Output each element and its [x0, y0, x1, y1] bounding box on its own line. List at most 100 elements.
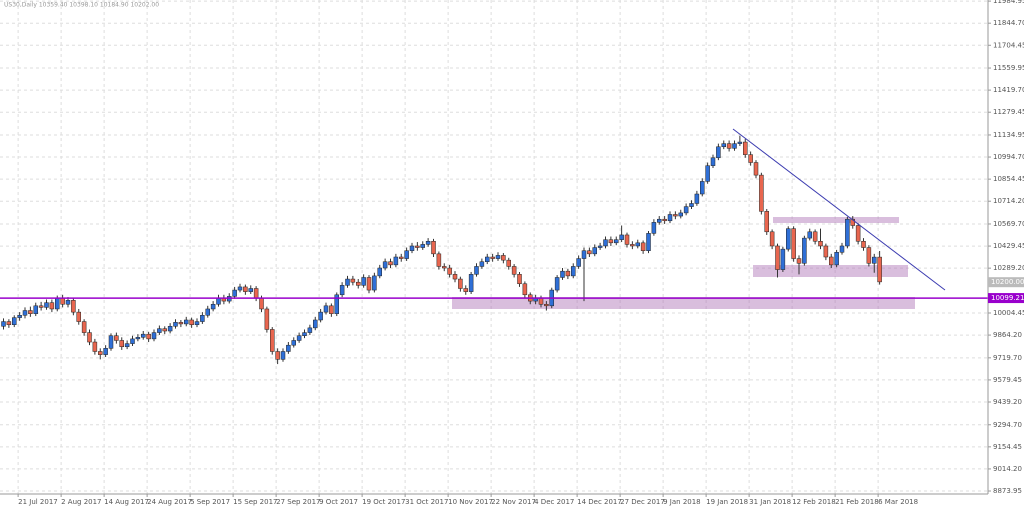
x-tick-label: 10 Nov 2017 [448, 498, 493, 506]
candle-body [630, 244, 635, 247]
y-tick-label: 11844.70 [993, 19, 1024, 27]
y-tick-label: 10004.45 [993, 309, 1024, 317]
candle-body [28, 310, 33, 314]
y-tick-label: 9154.45 [993, 443, 1022, 451]
candle-body [829, 256, 834, 266]
candle-body [614, 239, 619, 244]
y-tick-label: 10289.20 [993, 264, 1024, 272]
candle-body [823, 245, 829, 258]
price-label: 10200.00 [991, 278, 1024, 286]
candle-body [474, 266, 479, 275]
candle-body [318, 311, 323, 321]
candle-body [65, 300, 71, 305]
candle-body [366, 277, 372, 291]
candle-body [296, 335, 302, 341]
candle-body [683, 206, 689, 214]
candle-body [38, 305, 44, 308]
candle-body [646, 233, 651, 251]
x-tick-label: 5 Sep 2017 [190, 498, 230, 506]
candle-body [603, 239, 608, 247]
candle-body [802, 237, 807, 264]
candle-body [705, 165, 710, 182]
candle-body [640, 242, 646, 251]
candle-body [232, 289, 237, 297]
candle-body [264, 308, 270, 330]
candle-body [490, 256, 495, 259]
candle-body [587, 250, 592, 255]
candle-body [662, 218, 667, 222]
x-tick-label: 31 Jan 2018 [749, 498, 791, 506]
candle-body [307, 327, 313, 333]
y-tick-label: 10994.70 [993, 153, 1024, 161]
candle-body [420, 244, 425, 248]
candle-body [146, 333, 151, 340]
candle-body [167, 326, 173, 332]
candle-body [726, 143, 732, 149]
candle-body [775, 245, 780, 270]
candle-body [673, 214, 678, 217]
x-tick-label: 14 Aug 2017 [104, 498, 149, 506]
range-low-zone [753, 265, 908, 277]
candle-body [135, 337, 141, 340]
candle-body [253, 288, 259, 299]
x-tick-label: 19 Jan 2018 [706, 498, 748, 506]
candle-body [248, 288, 253, 292]
candle-body [329, 305, 334, 314]
candle-body [452, 274, 458, 280]
x-tick-label: 22 Nov 2017 [491, 498, 536, 506]
candle-body [877, 256, 882, 283]
candle-body [162, 328, 167, 332]
candle-body [399, 256, 404, 259]
candle-body [291, 340, 296, 346]
x-tick-label: 9 Jan 2018 [663, 498, 701, 506]
candle-body [98, 351, 103, 355]
y-tick-label: 10429.45 [993, 242, 1024, 250]
candle-body [845, 218, 850, 247]
candle-body [425, 241, 431, 245]
candle-body [323, 305, 329, 313]
annotation-layer [452, 217, 915, 309]
candle-body [22, 310, 28, 316]
candle-body [855, 225, 861, 242]
candle-body [92, 341, 98, 352]
candle-body [114, 335, 119, 341]
support-zone [452, 297, 915, 309]
candle-body [44, 302, 49, 308]
candle-body [571, 266, 576, 277]
trend-line [732, 128, 946, 291]
y-tick-label: 9719.70 [993, 354, 1022, 362]
candle-body [237, 286, 243, 291]
candle-body [667, 214, 673, 222]
candle-body [12, 317, 17, 325]
candle-body [130, 338, 135, 344]
support-label-box [988, 293, 1024, 304]
candle-body [786, 228, 791, 250]
candle-body [743, 141, 748, 155]
candle-body [442, 266, 447, 269]
x-tick-label: 6 Mar 2018 [878, 498, 918, 506]
candle-body [554, 277, 560, 291]
candle-body [678, 212, 683, 217]
candle-body [694, 193, 700, 204]
y-tick-label: 10854.45 [993, 175, 1024, 183]
x-tick-label: 12 Feb 2018 [792, 498, 836, 506]
y-tick-label: 10569.70 [993, 220, 1024, 228]
candle-body [597, 245, 603, 248]
candle-body [356, 281, 361, 286]
candle-body [458, 278, 463, 289]
candle-body [710, 157, 716, 166]
candle-body [538, 297, 544, 305]
candle-body [173, 322, 178, 327]
candle-body [807, 231, 812, 239]
candle-body [592, 247, 597, 255]
y-tick-label: 11984.95 [993, 0, 1024, 5]
candle-body [700, 181, 705, 195]
candle-body [866, 247, 872, 264]
candle-body [506, 259, 511, 267]
candle-body [334, 294, 339, 314]
candle-body [468, 274, 474, 292]
candle-body [436, 253, 442, 267]
